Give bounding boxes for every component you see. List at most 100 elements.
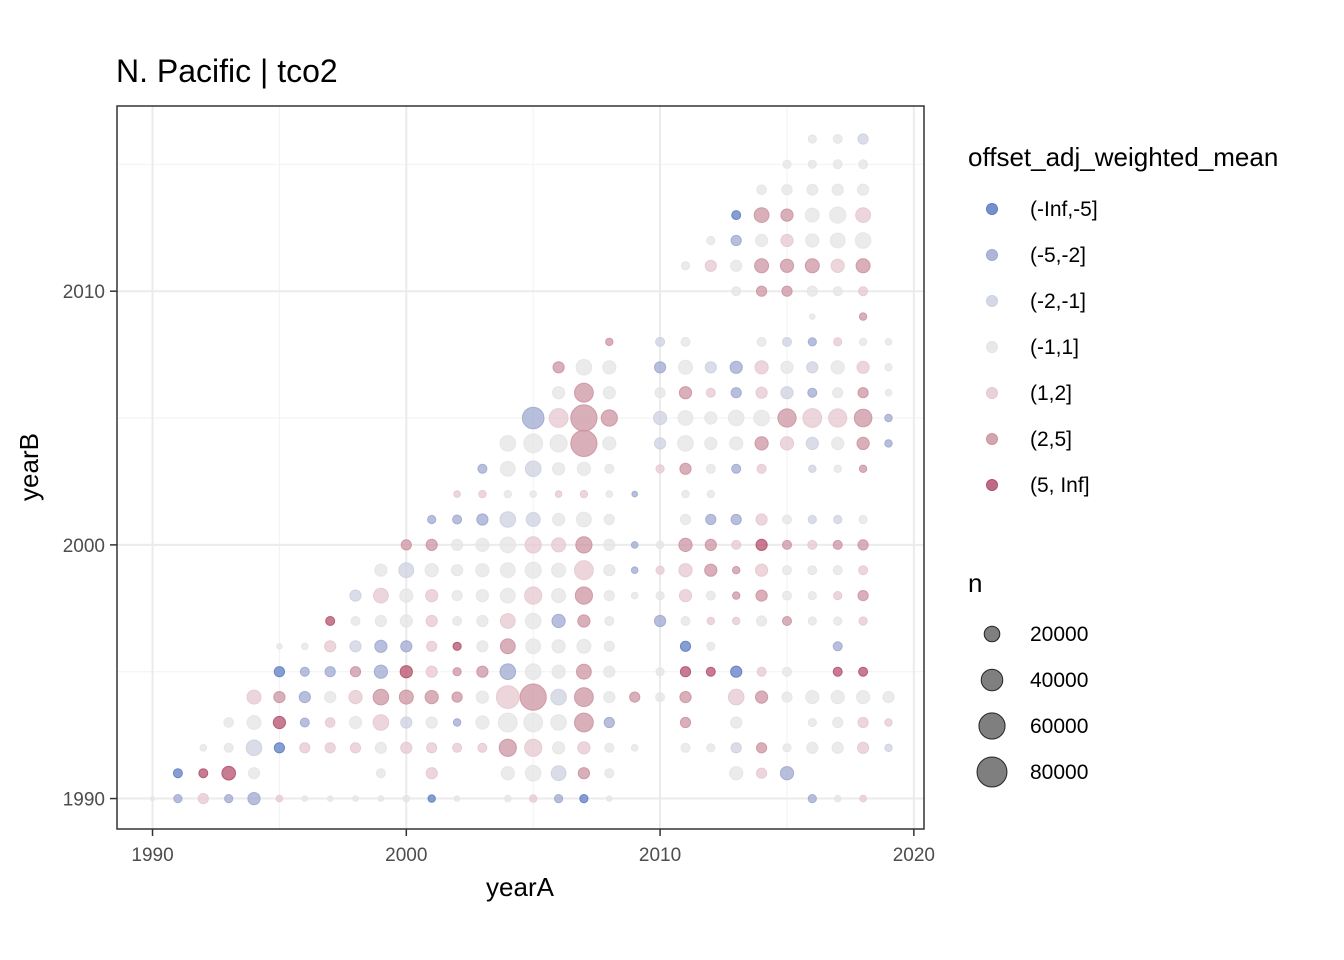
data-point — [884, 338, 893, 346]
data-point — [199, 744, 208, 752]
data-point — [325, 616, 336, 626]
data-point — [476, 640, 489, 653]
data-point — [603, 513, 615, 526]
data-point — [549, 434, 568, 453]
data-point — [273, 742, 285, 754]
data-point — [808, 464, 817, 473]
color-legend-key — [986, 295, 998, 307]
data-point — [830, 258, 845, 273]
data-point — [779, 436, 795, 451]
data-point — [605, 337, 614, 347]
data-point — [477, 742, 488, 753]
data-point — [781, 285, 793, 297]
data-point — [451, 564, 464, 577]
color-legend: offset_adj_weighted_mean (-Inf,-5] (-5,-2… — [968, 142, 1278, 497]
data-point — [679, 513, 692, 526]
data-point — [805, 233, 820, 248]
data-point — [756, 285, 768, 297]
data-point — [756, 463, 767, 474]
data-point — [756, 767, 768, 779]
data-point — [299, 742, 311, 754]
data-point — [498, 738, 517, 757]
data-point — [554, 794, 564, 804]
size-legend-label: 60000 — [1030, 715, 1088, 738]
data-point — [499, 460, 516, 477]
data-point — [730, 665, 743, 678]
data-point — [551, 639, 566, 654]
data-point — [731, 463, 742, 474]
data-point — [524, 738, 543, 757]
data-point — [424, 563, 439, 578]
data-point — [552, 361, 565, 374]
data-point — [858, 286, 869, 297]
data-point — [453, 795, 461, 802]
data-point — [519, 683, 547, 711]
data-point — [425, 716, 438, 729]
data-point — [246, 689, 262, 705]
data-point — [324, 640, 337, 653]
data-point — [729, 766, 744, 781]
data-point — [679, 691, 692, 704]
data-point — [806, 741, 819, 754]
data-point — [630, 744, 639, 752]
data-point — [550, 688, 567, 706]
data-point — [655, 464, 665, 474]
data-point — [475, 690, 489, 704]
data-point — [655, 336, 666, 347]
data-point — [523, 433, 544, 454]
data-point — [172, 768, 183, 779]
data-point — [272, 715, 286, 730]
data-point — [525, 512, 541, 527]
data-point — [704, 259, 717, 272]
x-tick-label: 2000 — [385, 845, 427, 866]
data-point — [499, 511, 517, 528]
data-point — [807, 794, 817, 804]
data-point — [802, 408, 823, 428]
data-point — [679, 716, 692, 729]
data-point — [452, 718, 462, 727]
data-point — [276, 643, 283, 650]
data-point — [782, 565, 792, 576]
data-point — [375, 768, 386, 779]
data-points — [149, 133, 895, 806]
data-point — [832, 134, 843, 144]
data-point — [600, 409, 618, 427]
data-point — [755, 538, 768, 552]
color-legend-label: (1,2] — [1030, 382, 1072, 405]
data-point — [730, 259, 743, 272]
color-legend-label: (-Inf,-5] — [1030, 198, 1098, 221]
data-point — [780, 386, 794, 400]
data-point — [374, 741, 387, 754]
size-legend-key — [976, 756, 1008, 788]
data-point — [679, 666, 692, 678]
data-point — [732, 616, 741, 626]
data-point — [832, 159, 843, 170]
data-point — [400, 716, 413, 729]
data-point — [606, 795, 613, 802]
data-point — [858, 565, 869, 576]
data-point — [832, 387, 844, 399]
data-point — [223, 717, 234, 728]
data-point — [451, 538, 464, 552]
data-point — [807, 539, 818, 550]
x-axis-ticks: 1990 2000 2010 2020 — [131, 829, 935, 866]
data-point — [731, 210, 742, 221]
data-point — [857, 716, 869, 729]
data-point — [782, 539, 792, 550]
data-point — [756, 336, 767, 347]
data-point — [704, 361, 717, 374]
data-point — [807, 337, 817, 347]
data-point — [551, 588, 567, 604]
data-point — [247, 767, 261, 780]
data-point — [859, 794, 867, 803]
data-point — [730, 742, 742, 754]
data-point — [475, 563, 490, 578]
data-point — [884, 413, 893, 423]
data-point — [602, 436, 617, 451]
data-point — [833, 464, 842, 473]
data-point — [577, 614, 591, 628]
data-point — [732, 591, 741, 600]
data-point — [550, 765, 567, 782]
data-point — [476, 614, 489, 628]
